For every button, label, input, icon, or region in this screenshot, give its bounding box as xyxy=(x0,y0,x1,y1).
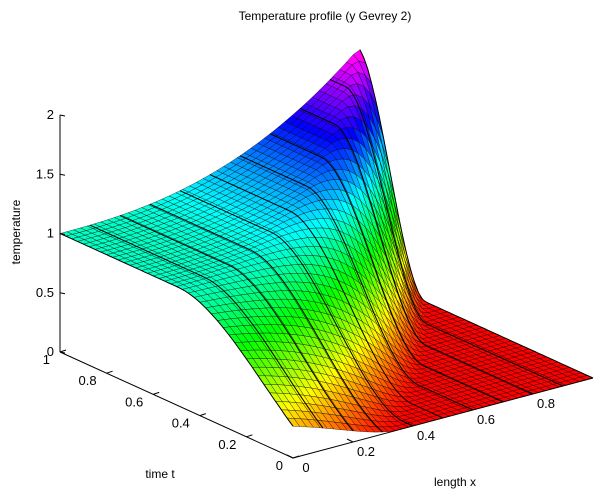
surface-grid-line xyxy=(59,233,294,427)
y-axis-tick-mark xyxy=(153,391,160,395)
y-axis-tick-mark xyxy=(199,413,206,417)
surface-grid-line xyxy=(179,190,414,427)
y-axis-tick-mark xyxy=(59,349,67,353)
y-axis-tick-label: 0.6 xyxy=(125,394,143,409)
y-axis-tick-label: 1 xyxy=(43,352,50,367)
z-axis-tick-mark xyxy=(59,173,66,176)
y-axis-tick-mark xyxy=(106,370,113,374)
surface-grid-line xyxy=(269,133,504,403)
x-axis-tick-mark xyxy=(346,438,354,443)
z-axis-tick-label: 2 xyxy=(47,107,54,122)
y-axis-line xyxy=(59,351,294,459)
y-axis-tick-mark xyxy=(246,434,253,438)
x-axis-tick-label: 0.4 xyxy=(417,428,435,443)
surface-grid-line xyxy=(329,79,564,387)
y-axis-tick-label: 0.4 xyxy=(172,416,190,431)
x-axis-tick-label: 0.8 xyxy=(537,396,555,411)
x-axis-label: length x xyxy=(434,475,476,489)
y-axis-label: time t xyxy=(145,467,175,481)
z-axis-tick-label: 1 xyxy=(47,226,54,241)
surface-grid-line xyxy=(209,174,444,419)
chart-title: Temperature profile (y Gevrey 2) xyxy=(239,9,412,23)
x-axis-line xyxy=(292,377,594,459)
z-axis-label: temperature xyxy=(9,199,23,264)
x-axis-tick-mark xyxy=(526,390,534,395)
surface-grid-line xyxy=(299,107,534,395)
z-axis-tick-label: 1.5 xyxy=(36,166,54,181)
surface-grid-line xyxy=(359,49,594,379)
y-axis-tick-label: 0 xyxy=(276,458,283,473)
x-axis-tick-label: 0 xyxy=(302,460,309,475)
z-axis-tick-label: 0 xyxy=(47,344,54,359)
surface-grid-line xyxy=(149,203,384,433)
x-axis-tick-label: 0.2 xyxy=(357,444,375,459)
surface-grid-line xyxy=(89,224,324,429)
z-axis-tick-mark xyxy=(59,292,66,295)
temperature-surface xyxy=(59,49,594,433)
x-axis-tick-mark xyxy=(466,406,474,411)
z-axis-tick-mark xyxy=(59,233,66,235)
z-axis-tick-label: 0.5 xyxy=(36,285,54,300)
z-axis-tick-mark xyxy=(59,114,66,117)
y-axis-tick-label: 0.8 xyxy=(79,373,97,388)
x-axis-tick-mark xyxy=(406,422,414,427)
surface-grid-line xyxy=(239,155,474,411)
y-axis-tick-label: 0.2 xyxy=(218,437,236,452)
surface-grid-line xyxy=(119,215,354,432)
x-axis-tick-label: 0.6 xyxy=(477,412,495,427)
x-axis-tick-mark xyxy=(286,454,294,459)
x-ticks: 0 0.2 0.4 0.6 0.8 xyxy=(286,390,555,475)
z-ticks: 0 0.5 1 1.5 2 xyxy=(36,107,66,359)
